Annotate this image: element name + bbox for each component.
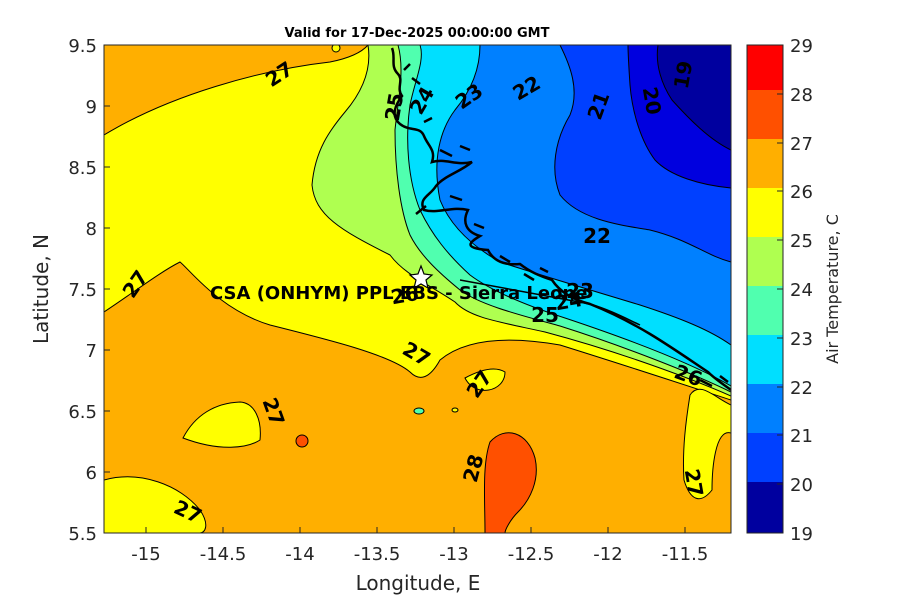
colorbar-tick-label: 21 [790,426,813,447]
colorbar-tick-label: 24 [790,280,813,301]
x-tick-label: -13 [439,544,468,565]
colorbar-swatch [747,335,783,384]
x-tick-label: -12 [593,544,622,565]
band-28 [483,432,537,533]
x-tick-label: -14.5 [200,544,247,565]
colorbar-tick-label: 19 [790,524,813,545]
x-tick-labels: -15 -14.5 -14 -13.5 -13 -12.5 -12 -11.5 [131,544,708,565]
contour-label: 19 [669,59,697,91]
x-tick-label: -12.5 [508,544,555,565]
y-tick-label: 7.5 [68,280,97,301]
tiny-contour [331,45,341,53]
y-axis-label: Latitude, N [29,234,53,344]
colorbar-swatch [747,433,783,482]
colorbar: 29 28 27 26 25 24 23 22 21 20 19 Air Tem… [746,36,842,545]
band-26-patch [464,368,506,391]
y-tick-label: 8 [86,219,97,240]
y-tick-label: 6.5 [68,402,97,423]
x-tick-marks [145,527,686,533]
site-star-icon [408,264,434,290]
x-axis-label: Longitude, E [356,571,481,595]
contour-label: 25 [380,91,408,123]
x-tick-label: -15 [131,544,160,565]
tiny-contour [451,407,459,413]
colorbar-swatch [747,90,783,139]
x-tick-label: -11.5 [662,544,709,565]
colorbar-swatch [747,139,783,188]
colorbar-tick-label: 22 [790,378,813,399]
colorbar-swatch [747,237,783,286]
y-tick-labels: 9.5 9 8.5 8 7.5 7 6.5 6 5.5 [68,36,97,545]
site-annotation: CSA (ONHYM) PPL EBS - Sierra Leone [210,283,587,304]
tiny-contour [413,407,425,415]
contour-label: 23 [566,279,594,303]
coastline [390,47,731,391]
y-tick-label: 6 [86,463,97,484]
contour-label: 20 [638,85,666,117]
y-tick-label: 8.5 [68,158,97,179]
band-26-patch [682,388,731,500]
band-26-patch [104,476,207,533]
colorbar-tick-label: 27 [790,134,813,155]
band-26-patch [182,401,261,448]
x-tick-label: -13.5 [354,544,401,565]
contour-label: 25 [531,303,559,327]
colorbar-swatch [747,286,783,335]
y-tick-label: 9.5 [68,36,97,57]
y-tick-label: 5.5 [68,524,97,545]
colorbar-swatch [747,482,783,533]
colorbar-swatch [747,384,783,433]
band-28-dot [295,434,309,448]
temperature-field [104,45,731,533]
contour-label: 22 [583,224,611,248]
figure-title: Valid for 17-Dec-2025 00:00:00 GMT [285,26,550,41]
colorbar-tick-label: 25 [790,231,813,252]
y-tick-label: 9 [86,97,97,118]
y-tick-marks [104,44,110,534]
x-tick-label: -14 [285,544,314,565]
colorbar-label: Air Temperature, C [823,214,842,364]
contour-label: 27 [680,467,708,499]
colorbar-swatch [747,188,783,237]
colorbar-swatch [747,45,783,90]
colorbar-tick-label: 29 [790,36,813,57]
colorbar-tick-label: 23 [790,329,813,350]
band-19 [656,45,731,151]
colorbar-tick-label: 28 [790,85,813,106]
y-tick-label: 7 [86,341,97,362]
colorbar-tick-label: 26 [790,182,813,203]
contour-label: 24 [553,287,585,315]
colorbar-tick-label: 20 [790,475,813,496]
